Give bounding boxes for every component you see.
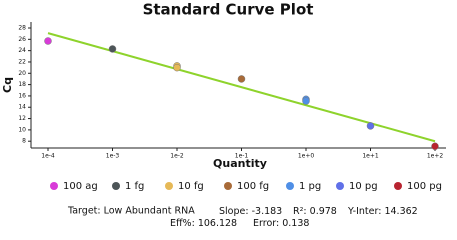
data-point bbox=[44, 37, 52, 45]
stat: Slope: -3.183 bbox=[219, 206, 282, 217]
legend-label: 1 pg bbox=[299, 181, 321, 192]
data-point bbox=[108, 45, 117, 53]
data-point bbox=[237, 75, 246, 83]
stat: Eff%: 106.128 bbox=[170, 218, 237, 229]
data-point bbox=[173, 63, 181, 72]
data-point bbox=[366, 122, 375, 130]
legend-swatch bbox=[165, 182, 173, 190]
legend-swatch bbox=[112, 182, 120, 190]
stat-label: Error: bbox=[253, 218, 279, 229]
legend-swatch bbox=[336, 182, 344, 190]
data-point bbox=[431, 142, 439, 151]
x-tick-label: 1e-4 bbox=[41, 153, 55, 160]
stat: R²: 0.978 bbox=[293, 206, 337, 217]
stat-value: 0.138 bbox=[282, 218, 309, 229]
y-tick-label: 10 bbox=[18, 126, 26, 133]
x-tick-label: 1e-1 bbox=[235, 153, 249, 160]
x-tick-label: 1e+0 bbox=[298, 153, 315, 160]
legend-swatch bbox=[224, 182, 232, 190]
legend-label: 10 fg bbox=[178, 181, 204, 192]
stat-value: 106.128 bbox=[198, 218, 237, 229]
legend-label: 1 fg bbox=[125, 181, 144, 192]
y-tick-label: 16 bbox=[18, 92, 26, 99]
chart: Standard Curve Plot Cq Quantity 8 10 12 14 1… bbox=[1, 1, 446, 229]
x-tick-label: 1e+1 bbox=[362, 153, 379, 160]
x-tick-label: 1e-3 bbox=[106, 153, 120, 160]
stat-value: 14.362 bbox=[384, 206, 417, 217]
stat-label: R²: bbox=[293, 206, 307, 217]
y-tick-label: 18 bbox=[18, 81, 26, 88]
x-tick-label: 1e+2 bbox=[427, 153, 444, 160]
data-point bbox=[302, 97, 310, 105]
legend-label: 10 pg bbox=[349, 181, 378, 192]
y-tick-label: 24 bbox=[18, 47, 26, 54]
legend-swatch bbox=[286, 182, 294, 190]
legend-swatch bbox=[50, 182, 58, 190]
y-tick-label: 26 bbox=[18, 36, 26, 43]
fit-line bbox=[47, 32, 436, 143]
stat-label: Eff%: bbox=[170, 218, 195, 229]
stat-value: -3.183 bbox=[252, 206, 283, 217]
y-tick-label: 14 bbox=[18, 104, 26, 111]
legend-label: 100 pg bbox=[407, 181, 442, 192]
stat-label: Y-Inter: bbox=[347, 206, 381, 217]
y-tick-label: 20 bbox=[18, 70, 26, 77]
legend-label: 100 ag bbox=[63, 181, 98, 192]
stat: Error: 0.138 bbox=[253, 218, 309, 229]
stat: Y-Inter: 14.362 bbox=[347, 206, 418, 217]
y-tick-label: 28 bbox=[18, 25, 26, 32]
y-axis-title: Cq bbox=[1, 77, 14, 93]
target-text: Target: Low Abundant RNA bbox=[67, 206, 195, 217]
legend-label: 100 fg bbox=[237, 181, 269, 192]
x-tick-label: 1e-2 bbox=[170, 153, 184, 160]
legend-swatch bbox=[394, 182, 402, 190]
x-axis-title: Quantity bbox=[213, 157, 267, 170]
stat-label: Slope: bbox=[219, 206, 249, 217]
y-tick-label: 8 bbox=[22, 138, 26, 145]
chart-title: Standard Curve Plot bbox=[143, 1, 314, 19]
y-tick-label: 22 bbox=[18, 58, 26, 65]
y-tick-label: 12 bbox=[18, 115, 26, 122]
stat-value: 0.978 bbox=[310, 206, 337, 217]
